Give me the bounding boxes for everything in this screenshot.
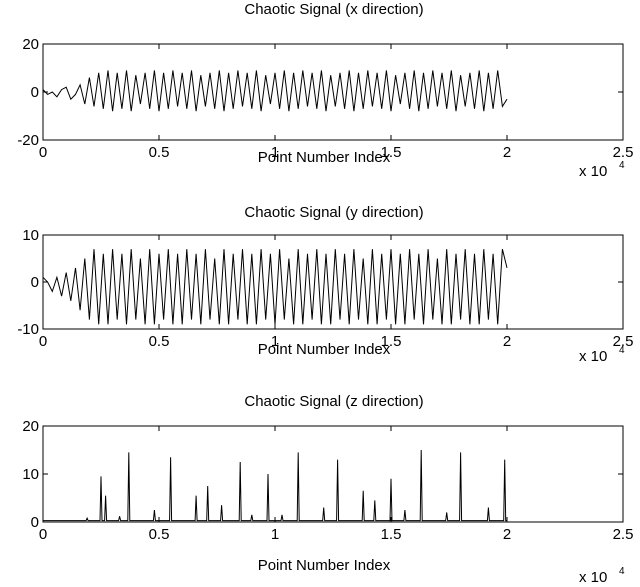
x-tick-label: 2.5 [613,333,634,350]
chart-title: Chaotic Signal (x direction) [244,1,423,18]
x-tick-label: 0.5 [149,526,170,543]
x-multiplier-base: x 10 [579,569,607,586]
x-tick-label: 1 [271,333,279,350]
x-multiplier-exponent: 4 [619,160,625,171]
x-tick-label: 1.5 [381,526,402,543]
y-tick-label: 10 [22,227,39,244]
x-tick-label: 1 [271,526,279,543]
chart-title: Chaotic Signal (z direction) [244,393,423,410]
x-multiplier-base: x 10 [579,348,607,365]
y-tick-label: -20 [17,132,39,149]
chart-title: Chaotic Signal (y direction) [244,204,423,221]
y-tick-label: 0 [31,84,39,101]
signal-series-line [42,70,508,112]
y-tick-label: -10 [17,321,39,338]
x-tick-label: 2 [503,144,511,161]
x-axis-label: Point Number Index [258,149,391,166]
x-tick-label: 2 [503,333,511,350]
y-direction-panel: Chaotic Signal (y direction) Point Numbe… [17,204,633,365]
x-direction-panel: Chaotic Signal (x direction) Point Numbe… [17,1,633,180]
x-tick-label: 2.5 [613,526,634,543]
z-direction-panel: Chaotic Signal (z direction) Point Numbe… [22,393,633,586]
y-tick-label: 0 [31,514,39,531]
x-tick-label: 0.5 [149,333,170,350]
x-multiplier: x 10 4 [579,566,625,586]
x-tick-label: 1.5 [381,144,402,161]
x-axis-label: Point Number Index [258,557,391,574]
y-tick-label: 0 [31,274,39,291]
y-tick-label: 20 [22,36,39,53]
x-multiplier-base: x 10 [579,163,607,180]
x-tick-label: 1.5 [381,333,402,350]
x-tick-label: 0 [39,144,47,161]
x-multiplier: x 10 4 [579,160,625,180]
y-tick-label: 20 [22,418,39,435]
x-axis-label: Point Number Index [258,341,391,358]
x-tick-label: 0.5 [149,144,170,161]
x-tick-label: 0 [39,526,47,543]
signal-series-line [43,449,507,522]
x-tick-label: 2 [503,526,511,543]
x-multiplier: x 10 4 [579,345,625,365]
y-tick-label: 10 [22,466,39,483]
x-tick-label: 1 [271,144,279,161]
x-multiplier-exponent: 4 [619,566,625,577]
signal-series-line [42,248,508,325]
x-tick-label: 0 [39,333,47,350]
x-tick-label: 2.5 [613,144,634,161]
x-multiplier-exponent: 4 [619,345,625,356]
